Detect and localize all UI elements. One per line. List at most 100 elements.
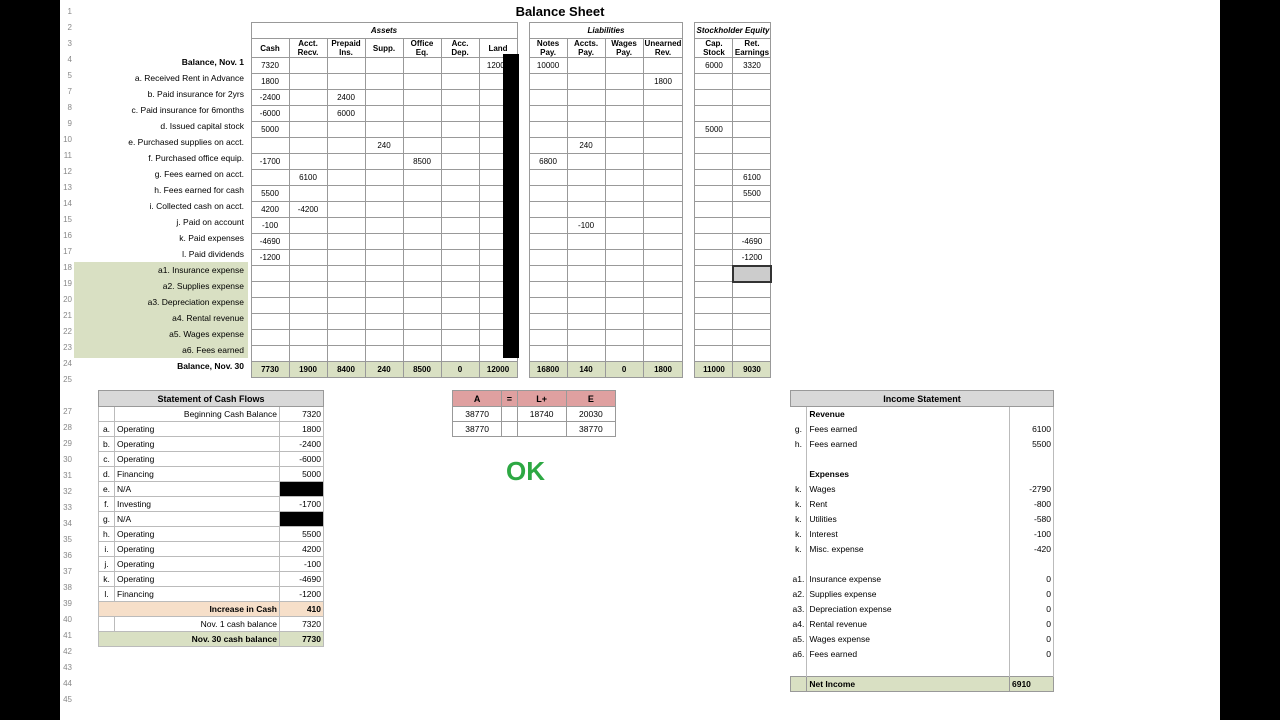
cell[interactable]: [441, 330, 479, 346]
cell[interactable]: [529, 266, 567, 282]
is-value[interactable]: 0: [1010, 647, 1054, 662]
cell[interactable]: [695, 330, 733, 346]
cell[interactable]: [695, 90, 733, 106]
total-cell[interactable]: 8400: [327, 362, 365, 378]
cell[interactable]: -4690: [251, 234, 289, 250]
is-net-val[interactable]: 6910: [1010, 677, 1054, 692]
cell[interactable]: [365, 346, 403, 362]
is-label[interactable]: Rent: [807, 497, 1010, 512]
cf-label[interactable]: Financing: [115, 587, 280, 602]
cell[interactable]: [529, 170, 567, 186]
cell[interactable]: [643, 122, 683, 138]
cell[interactable]: [605, 138, 643, 154]
check-cell[interactable]: [517, 422, 566, 437]
cell[interactable]: [403, 314, 441, 330]
is-label[interactable]: Interest: [807, 527, 1010, 542]
col-header[interactable]: Office Eq.: [403, 39, 441, 58]
cell[interactable]: [605, 58, 643, 74]
cell[interactable]: [567, 298, 605, 314]
cell[interactable]: [327, 250, 365, 266]
cell[interactable]: [643, 250, 683, 266]
cell[interactable]: [733, 346, 771, 362]
cell[interactable]: [403, 74, 441, 90]
cell[interactable]: [529, 106, 567, 122]
cell[interactable]: [605, 202, 643, 218]
cell[interactable]: [529, 186, 567, 202]
cell[interactable]: [327, 170, 365, 186]
is-label[interactable]: [807, 452, 1010, 467]
cell[interactable]: [251, 314, 289, 330]
cell[interactable]: [605, 234, 643, 250]
is-value[interactable]: [1010, 467, 1054, 482]
cell[interactable]: [441, 234, 479, 250]
cf-label[interactable]: Operating: [115, 557, 280, 572]
cell[interactable]: [289, 186, 327, 202]
cf-label[interactable]: Operating: [115, 437, 280, 452]
check-cell[interactable]: 38770: [453, 422, 502, 437]
cell[interactable]: [441, 186, 479, 202]
cell[interactable]: [605, 314, 643, 330]
cell[interactable]: [327, 138, 365, 154]
col-header[interactable]: Acc. Dep.: [441, 39, 479, 58]
cell[interactable]: 1800: [251, 74, 289, 90]
is-value[interactable]: [1010, 557, 1054, 572]
cf-value[interactable]: 5500: [280, 527, 324, 542]
cell[interactable]: [441, 250, 479, 266]
col-header[interactable]: Cash: [251, 39, 289, 58]
cell[interactable]: [605, 106, 643, 122]
cell[interactable]: 5000: [695, 122, 733, 138]
is-label[interactable]: Expenses: [807, 467, 1010, 482]
cf-label[interactable]: N/A: [115, 512, 280, 527]
cell[interactable]: [643, 90, 683, 106]
cf-label[interactable]: Operating: [115, 452, 280, 467]
total-cell[interactable]: 12000: [479, 362, 517, 378]
cell[interactable]: -2400: [251, 90, 289, 106]
cell[interactable]: 6000: [327, 106, 365, 122]
cell[interactable]: [327, 186, 365, 202]
cell[interactable]: [289, 74, 327, 90]
cell[interactable]: 8500: [403, 154, 441, 170]
cell[interactable]: [695, 186, 733, 202]
cell[interactable]: 5500: [251, 186, 289, 202]
cell[interactable]: [567, 330, 605, 346]
check-cell[interactable]: 38770: [566, 422, 615, 437]
cell[interactable]: [643, 266, 683, 282]
cell[interactable]: [643, 154, 683, 170]
total-cell[interactable]: 7730: [251, 362, 289, 378]
cell[interactable]: [643, 170, 683, 186]
is-value[interactable]: 6100: [1010, 422, 1054, 437]
cell[interactable]: [733, 314, 771, 330]
cell[interactable]: [529, 346, 567, 362]
cash-flow-statement[interactable]: Statement of Cash Flows Beginning Cash B…: [98, 390, 324, 647]
check-cell[interactable]: 18740: [517, 407, 566, 422]
cell[interactable]: [605, 218, 643, 234]
is-label[interactable]: Revenue: [807, 407, 1010, 422]
is-value[interactable]: 5500: [1010, 437, 1054, 452]
cell[interactable]: [441, 314, 479, 330]
cell[interactable]: 6800: [529, 154, 567, 170]
cell[interactable]: [643, 234, 683, 250]
cell[interactable]: [605, 170, 643, 186]
cell[interactable]: [441, 90, 479, 106]
cell[interactable]: [567, 202, 605, 218]
cell[interactable]: 1800: [643, 74, 683, 90]
cf-value[interactable]: 4200: [280, 542, 324, 557]
cf-bal1-val[interactable]: 7320: [280, 617, 324, 632]
cell[interactable]: [605, 266, 643, 282]
cf-value[interactable]: -6000: [280, 452, 324, 467]
cell[interactable]: [441, 106, 479, 122]
income-statement[interactable]: Income Statement Revenueg.Fees earned610…: [790, 390, 1054, 692]
cell[interactable]: [289, 138, 327, 154]
cell[interactable]: [327, 74, 365, 90]
is-label[interactable]: Fees earned: [807, 647, 1010, 662]
cell[interactable]: [403, 90, 441, 106]
cell[interactable]: 2400: [327, 90, 365, 106]
check-cell[interactable]: 38770: [453, 407, 502, 422]
cell[interactable]: [695, 154, 733, 170]
is-value[interactable]: -2790: [1010, 482, 1054, 497]
cell[interactable]: [403, 218, 441, 234]
cf-value[interactable]: -2400: [280, 437, 324, 452]
cf-label[interactable]: N/A: [115, 482, 280, 497]
cf-value[interactable]: 5000: [280, 467, 324, 482]
cell[interactable]: [529, 138, 567, 154]
